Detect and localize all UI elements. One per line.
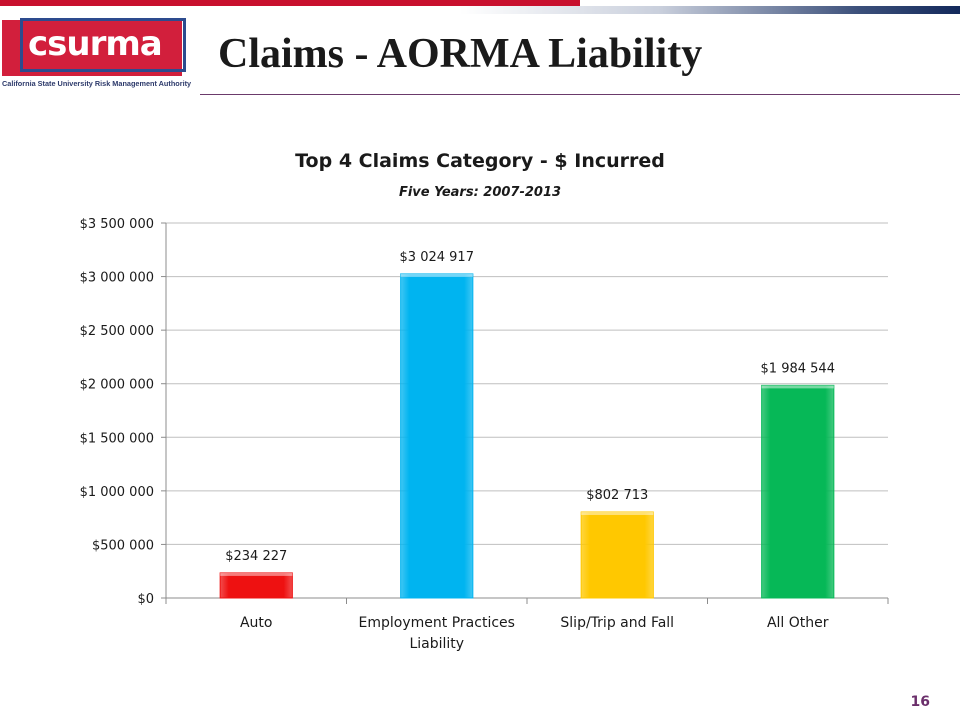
top-navy-gradient-stripe [460, 6, 960, 14]
y-tick-label: $2 500 000 [80, 324, 154, 339]
bar-employment-practices-liability [400, 273, 474, 599]
bar-highlight [400, 273, 473, 277]
x-tick-label: Employment Practices [359, 615, 515, 631]
bar-highlight [220, 572, 293, 576]
x-tick-label: All Other [767, 615, 829, 631]
page-number: 16 [910, 694, 930, 710]
title-divider [200, 94, 960, 95]
logo-subtitle: California State University Risk Managem… [2, 79, 192, 88]
x-tick-label: Auto [240, 615, 273, 631]
y-tick-label: $3 500 000 [80, 217, 154, 232]
bar-auto [219, 572, 293, 599]
data-label: $1 984 544 [761, 361, 835, 376]
x-tick-label: Slip/Trip and Fall [560, 615, 674, 631]
logo-blue-frame [20, 18, 186, 72]
y-tick-label: $0 [137, 592, 154, 607]
page-title: Claims - AORMA Liability [218, 31, 703, 77]
chart-title: Top 4 Claims Category - $ Incurred [295, 150, 665, 172]
top-accent-bar [0, 0, 960, 14]
logo-red-block [2, 20, 182, 76]
y-tick-label: $3 000 000 [80, 271, 154, 286]
x-tick-label: Liability [409, 636, 464, 652]
y-tick-label: $2 000 000 [80, 378, 154, 393]
chart-subtitle: Five Years: 2007-2013 [398, 185, 562, 200]
y-tick-label: $1 000 000 [80, 485, 154, 500]
logo-wordmark: csurma [28, 24, 163, 64]
data-label: $802 713 [586, 488, 648, 503]
y-tick-label: $500 000 [92, 538, 154, 553]
bar-slip-trip-and-fall [580, 511, 654, 599]
bar-all-other [761, 384, 835, 599]
bar-highlight [581, 511, 654, 515]
data-label: $3 024 917 [400, 250, 474, 265]
bar-highlight [761, 385, 834, 389]
y-tick-label: $1 500 000 [80, 431, 154, 446]
top-red-stripe [0, 0, 580, 6]
logo-mark: csurma [2, 18, 188, 76]
data-label: $234 227 [225, 549, 287, 564]
csurma-logo: csurma California State University Risk … [2, 18, 192, 92]
